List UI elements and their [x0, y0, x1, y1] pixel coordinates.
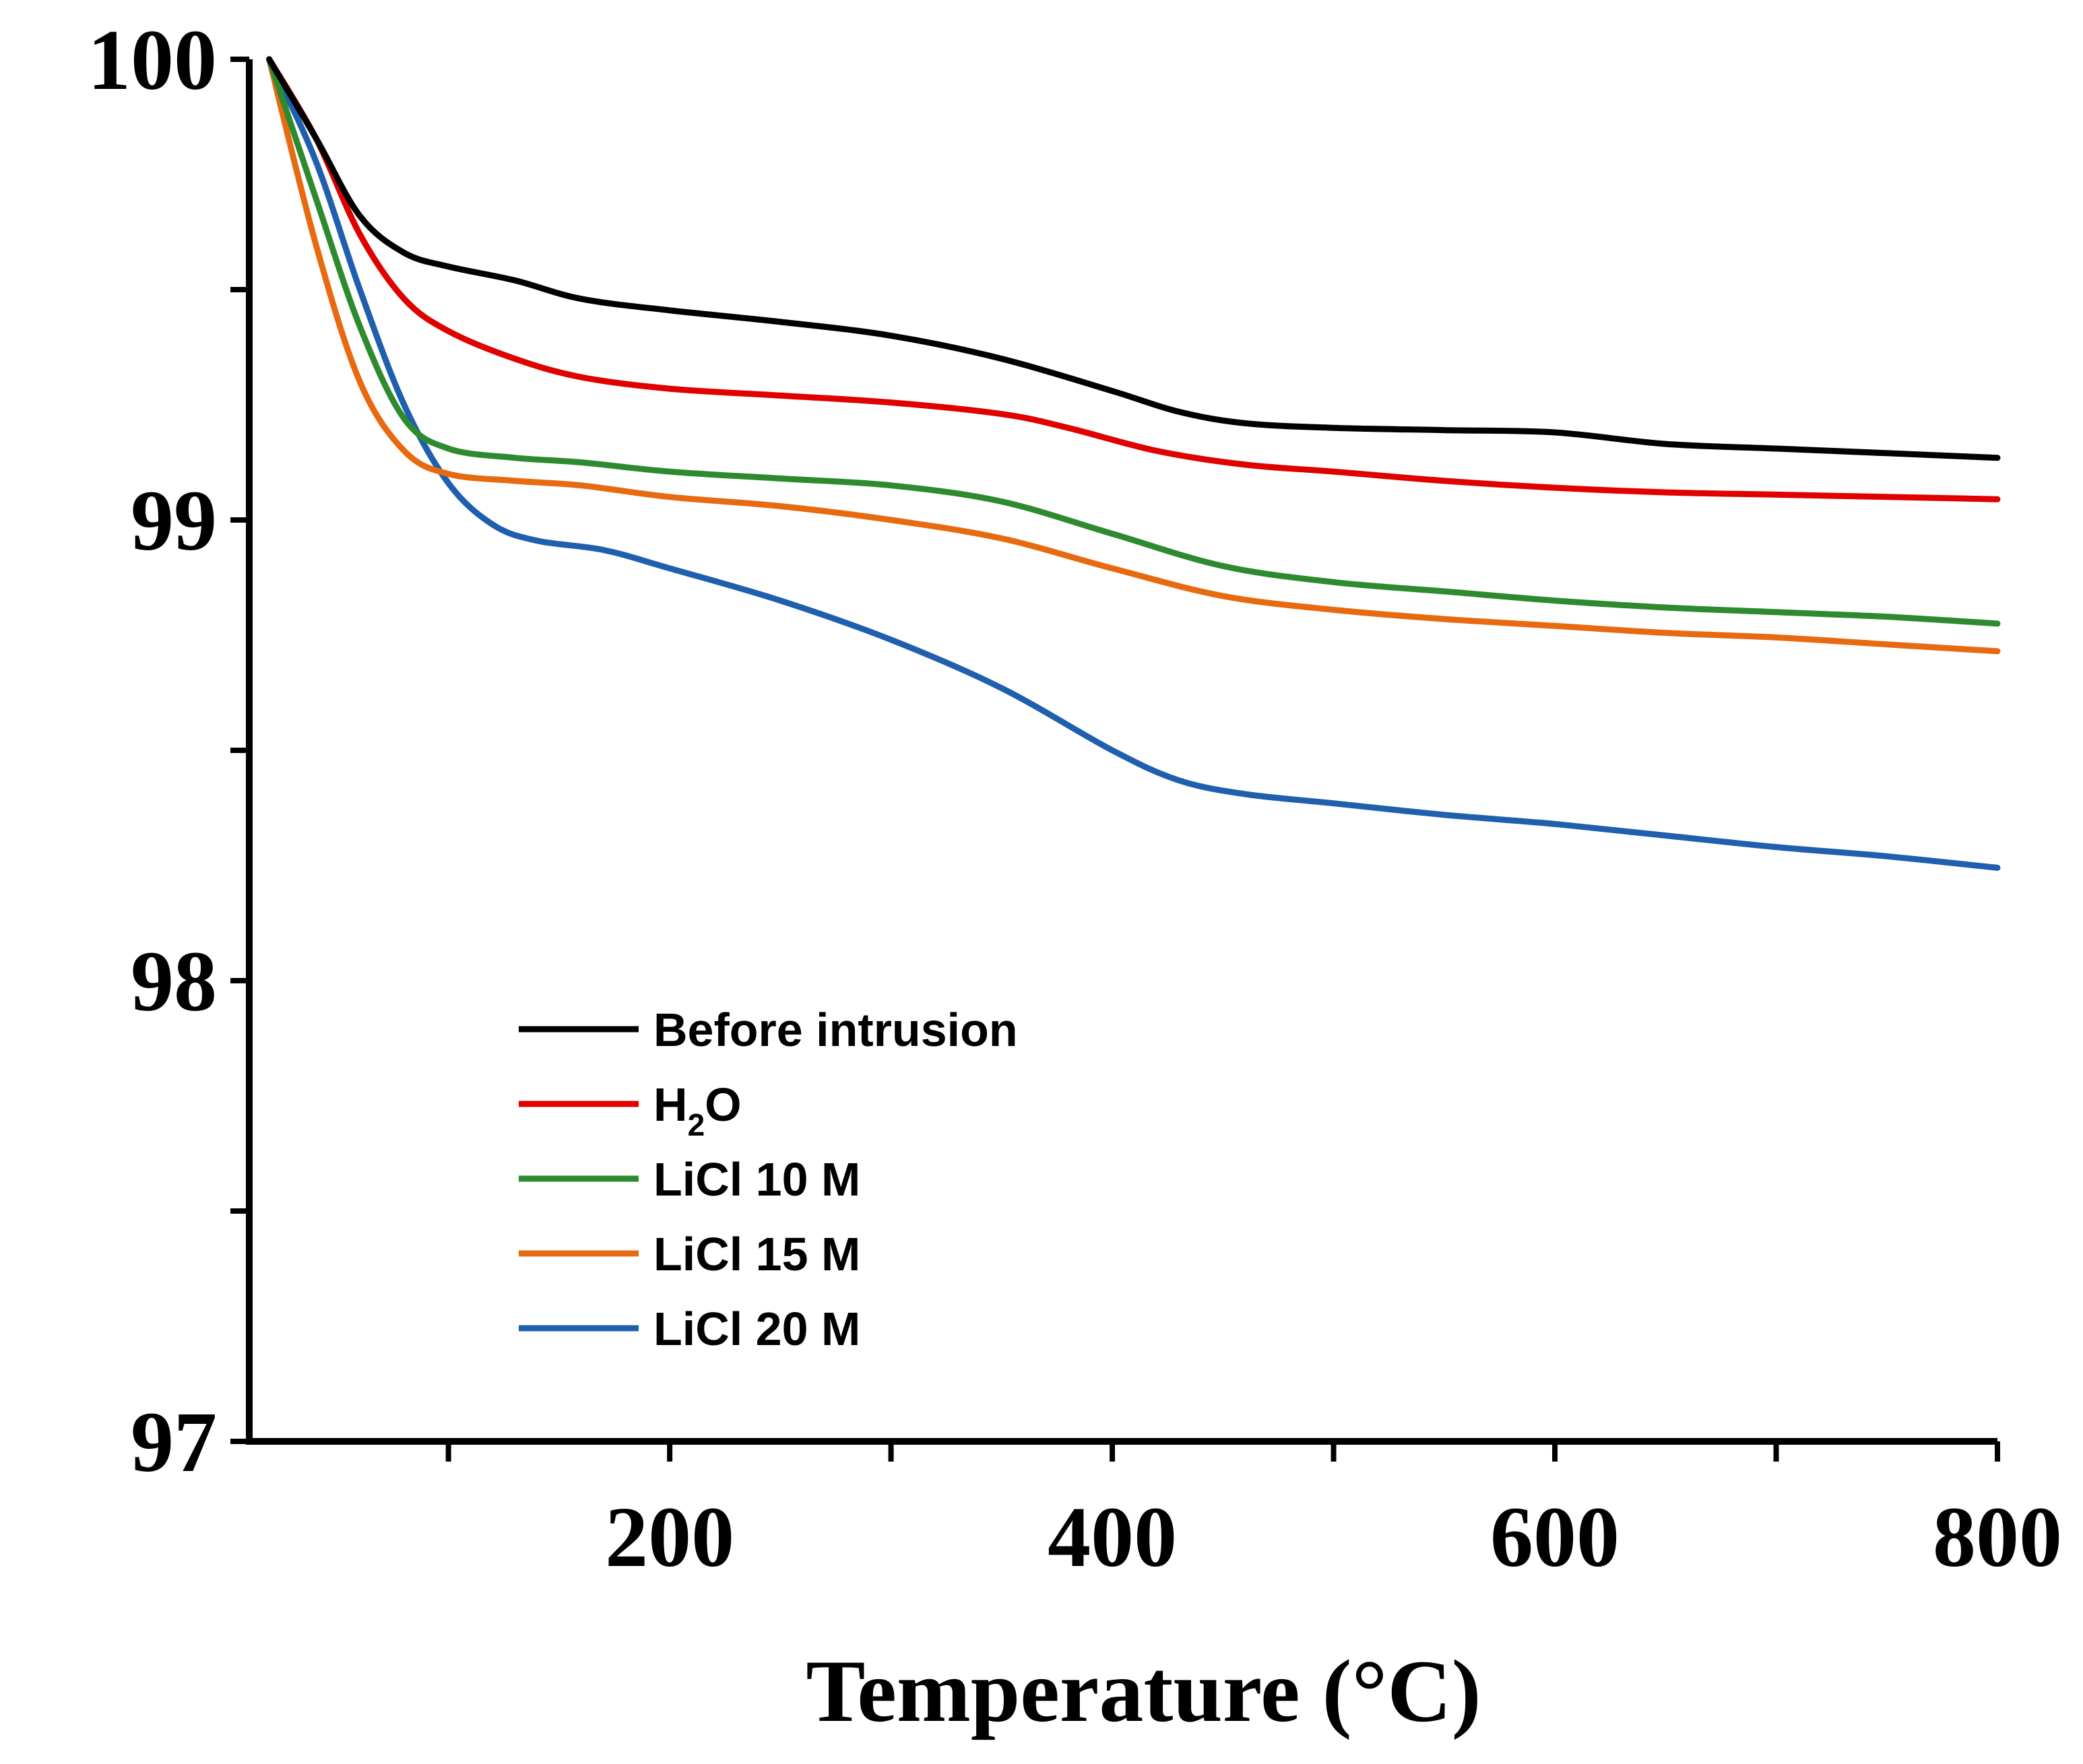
legend-label-h2o: H2O	[653, 1078, 742, 1142]
legend-label-tail: O	[705, 1078, 741, 1131]
y-tick-label: 100	[88, 12, 217, 108]
y-tick-label: 98	[131, 934, 217, 1029]
legend: Before intrusion H2O LiCl 10 M LiCl 15 M LiC…	[519, 1004, 1018, 1355]
legend-label-before-intrusion: Before intrusion	[653, 1004, 1018, 1056]
x-tick-label: 800	[1933, 1489, 2062, 1585]
series-line-licl-10-m	[266, 56, 2001, 627]
legend-label-licl-20-m: LiCl 20 M	[653, 1303, 860, 1355]
series-line-h2o	[266, 56, 2001, 502]
series-line-licl-20-m	[266, 56, 2001, 871]
x-tick-label: 600	[1490, 1489, 1620, 1585]
series-layer	[266, 56, 2001, 871]
y-tick-label: 99	[131, 473, 217, 568]
x-axis-title: Temperature (°C)	[806, 1641, 1481, 1740]
series-line-before-intrusion	[266, 56, 2001, 461]
legend-label-main: H	[653, 1078, 688, 1131]
legend-label-licl-15-m: LiCl 15 M	[653, 1228, 860, 1280]
series-line-licl-15-m	[266, 56, 2001, 655]
tick-layer: 97 98 99 100 200 400 600 800	[88, 12, 2062, 1585]
y-tick-label: 97	[131, 1394, 217, 1490]
x-tick-label: 400	[1048, 1489, 1177, 1585]
legend-label-licl-10-m: LiCl 10 M	[653, 1153, 860, 1206]
x-tick-label: 200	[605, 1489, 734, 1585]
legend-label-subscript: 2	[688, 1107, 705, 1142]
